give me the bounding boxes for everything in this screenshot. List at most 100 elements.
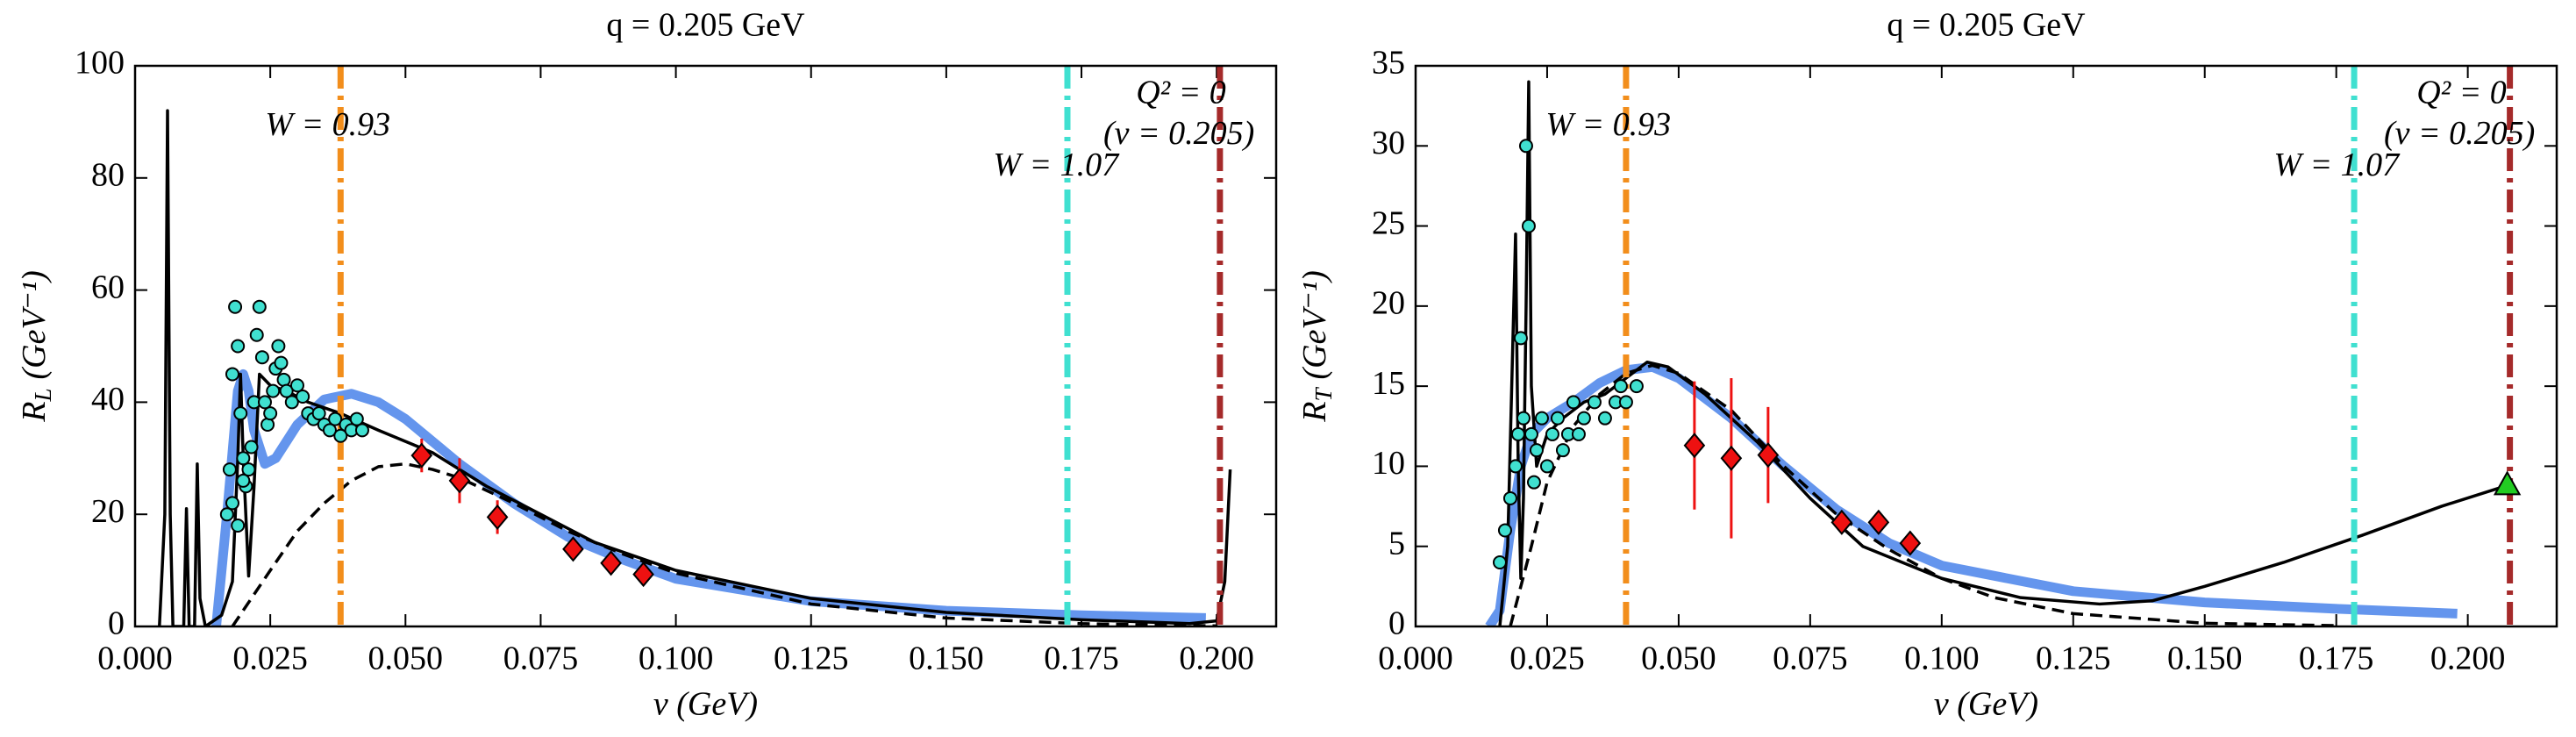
x-tick-label: 0.075 bbox=[1773, 640, 1848, 677]
axes-frame bbox=[133, 64, 1278, 628]
y-tick-label: 0 bbox=[108, 605, 125, 642]
data-point bbox=[1720, 445, 1743, 471]
data-point bbox=[1899, 530, 1922, 556]
curve bbox=[1498, 80, 2508, 626]
y-tick-label: 100 bbox=[75, 45, 125, 82]
y-tick-label: 0 bbox=[1388, 605, 1405, 642]
data-point bbox=[349, 411, 364, 426]
data-point bbox=[1516, 411, 1531, 426]
data-point bbox=[1510, 426, 1525, 441]
curve bbox=[211, 368, 1206, 626]
data-point bbox=[260, 417, 275, 432]
data-point bbox=[410, 442, 433, 469]
data-point bbox=[225, 367, 239, 382]
data-point bbox=[233, 406, 248, 421]
data-point bbox=[1830, 509, 1853, 535]
data-point bbox=[354, 423, 369, 438]
y-label-unit: (GeV⁻¹) bbox=[16, 270, 53, 379]
data-point bbox=[1683, 433, 1706, 459]
y-tick-label: 20 bbox=[91, 493, 125, 530]
y-tick-label: 30 bbox=[1372, 125, 1405, 161]
data-point bbox=[1571, 426, 1586, 441]
x-tick-label: 0.050 bbox=[1641, 640, 1716, 677]
data-point bbox=[1492, 555, 1507, 569]
data-point bbox=[225, 496, 239, 511]
data-point bbox=[1518, 139, 1533, 154]
chart-title: q = 0.205 GeV bbox=[606, 7, 805, 44]
x-tick-label: 0.125 bbox=[774, 640, 849, 677]
curve bbox=[231, 462, 1217, 626]
annotation: Q² = 0 bbox=[1136, 75, 1225, 111]
annotation: W = 0.93 bbox=[1545, 106, 1671, 143]
data-point bbox=[219, 507, 234, 522]
annotation: W = 0.93 bbox=[265, 106, 390, 143]
chart: q = 0.205 GeV 0.000 0.025 0.050 0.075 0.100 0.… bbox=[16, 7, 1278, 723]
y-axis-label: RL (GeV⁻¹) bbox=[16, 270, 56, 423]
x-tick-label: 0.000 bbox=[97, 640, 173, 677]
x-tick-label: 0.150 bbox=[909, 640, 984, 677]
curve bbox=[158, 109, 1232, 626]
data-point bbox=[2493, 470, 2522, 496]
x-axis-label: ν (GeV) bbox=[653, 686, 758, 723]
data-point bbox=[254, 350, 269, 365]
data-point bbox=[236, 451, 251, 466]
axes-frame bbox=[1414, 64, 2558, 628]
y-tick-label: 60 bbox=[91, 268, 125, 305]
y-tick-label: 80 bbox=[91, 157, 125, 194]
y-label-symbol: R bbox=[1296, 402, 1333, 423]
x-tick-label: 0.075 bbox=[503, 640, 579, 677]
data-point bbox=[228, 299, 243, 314]
annotation: Q² = 0 bbox=[2416, 75, 2506, 111]
data-point bbox=[1550, 411, 1565, 426]
annotation: (ν = 0.205) bbox=[2384, 115, 2535, 152]
data-point bbox=[1539, 459, 1554, 474]
data-point bbox=[1513, 331, 1528, 346]
data-point bbox=[1521, 218, 1536, 233]
data-point bbox=[1576, 411, 1591, 426]
data-point bbox=[448, 468, 471, 494]
data-point bbox=[222, 462, 237, 477]
plot-area bbox=[158, 66, 1232, 626]
x-tick-label: 0.200 bbox=[1179, 640, 1254, 677]
data-point bbox=[276, 372, 291, 387]
y-tick-label: 35 bbox=[1372, 45, 1405, 82]
x-tick-label: 0.025 bbox=[232, 640, 308, 677]
data-point bbox=[1508, 459, 1523, 474]
data-point bbox=[231, 339, 246, 354]
x-tick-label: 0.050 bbox=[368, 640, 444, 677]
y-tick-label: 15 bbox=[1372, 365, 1405, 402]
data-point bbox=[1523, 426, 1538, 441]
chart: q = 0.205 GeV 0.000 0.025 0.050 0.075 0.100 0.… bbox=[1296, 7, 2558, 723]
data-point bbox=[486, 504, 509, 530]
chart-title: q = 0.205 GeV bbox=[1887, 7, 2086, 44]
data-point bbox=[1529, 443, 1544, 458]
data-point bbox=[271, 339, 286, 354]
data-point bbox=[244, 440, 259, 454]
data-point bbox=[1613, 379, 1628, 394]
x-tick-label: 0.175 bbox=[2299, 640, 2374, 677]
x-tick-label: 0.200 bbox=[2430, 640, 2506, 677]
curve bbox=[1509, 363, 2337, 626]
annotation: (ν = 0.205) bbox=[1103, 115, 1254, 152]
data-point bbox=[249, 327, 264, 342]
data-point bbox=[241, 462, 256, 477]
data-point bbox=[289, 378, 304, 393]
data-point bbox=[296, 390, 310, 404]
data-point bbox=[311, 406, 326, 421]
data-point bbox=[600, 550, 622, 576]
data-point bbox=[1534, 411, 1549, 426]
data-point bbox=[1497, 523, 1512, 538]
x-axis-label: ν (GeV) bbox=[1934, 686, 2038, 723]
data-point bbox=[263, 406, 278, 421]
data-point bbox=[1587, 395, 1602, 410]
annotation: W = 1.07 bbox=[2273, 147, 2401, 183]
data-point bbox=[236, 473, 251, 488]
plot-area bbox=[1485, 66, 2514, 626]
data-point bbox=[231, 518, 246, 533]
x-tick-label: 0.150 bbox=[2167, 640, 2243, 677]
y-tick-label: 20 bbox=[1372, 285, 1405, 322]
data-point bbox=[284, 395, 299, 410]
data-point bbox=[1502, 490, 1517, 505]
data-point bbox=[279, 383, 294, 398]
data-point bbox=[333, 428, 348, 443]
